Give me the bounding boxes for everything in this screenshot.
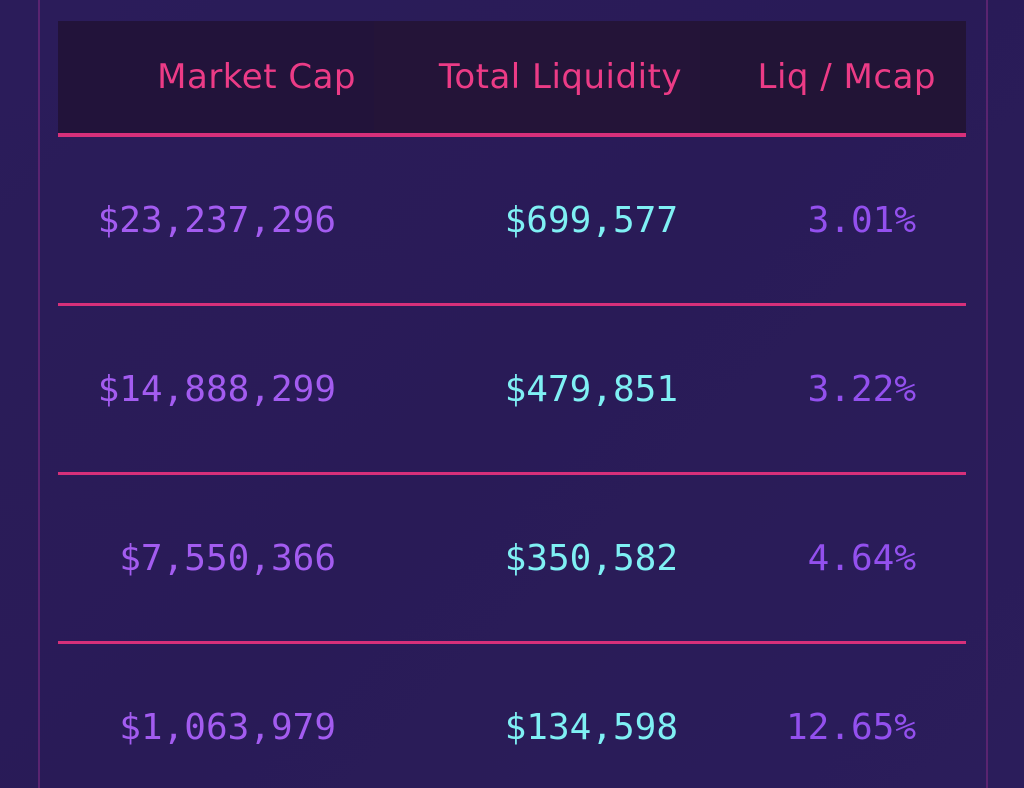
total-liquidity-cell: $699,577 [504, 199, 678, 241]
total-liquidity-cell: $134,598 [504, 706, 678, 748]
market-cap-cell: $1,063,979 [119, 706, 336, 748]
market-cap-cell: $23,237,296 [97, 199, 336, 241]
market-cap-cell: $14,888,299 [97, 368, 336, 410]
table-row: $14,888,299 $479,851 3.22% [58, 306, 966, 475]
column-header-market-cap[interactable]: Market Cap [58, 21, 374, 133]
total-liquidity-cell: $479,851 [504, 368, 678, 410]
liq-mcap-cell: 4.64% [807, 537, 916, 579]
left-border-line [38, 0, 40, 788]
right-border-line [986, 0, 988, 788]
table-row: $23,237,296 $699,577 3.01% [58, 137, 966, 306]
table-row: $7,550,366 $350,582 4.64% [58, 475, 966, 644]
total-liquidity-cell: $350,582 [504, 537, 678, 579]
column-header-liq-mcap[interactable]: Liq / Mcap [700, 21, 966, 133]
liquidity-table: Market Cap Total Liquidity Liq / Mcap $2… [58, 21, 966, 788]
column-header-total-liquidity[interactable]: Total Liquidity [374, 21, 700, 133]
market-cap-cell: $7,550,366 [119, 537, 336, 579]
liq-mcap-cell: 3.01% [807, 199, 916, 241]
liq-mcap-cell: 12.65% [785, 706, 916, 748]
table-row: $1,063,979 $134,598 12.65% [58, 644, 966, 788]
liq-mcap-cell: 3.22% [807, 368, 916, 410]
table-header: Market Cap Total Liquidity Liq / Mcap [58, 21, 966, 137]
